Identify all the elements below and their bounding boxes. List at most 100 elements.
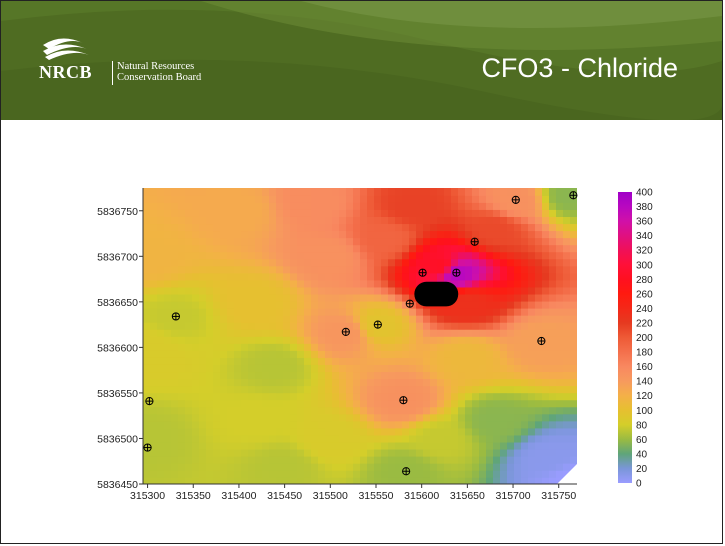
heatmap-cell [227, 195, 235, 203]
heatmap-cell [164, 455, 172, 464]
heatmap-cell [542, 230, 550, 239]
heatmap-cell [381, 237, 389, 246]
heatmap-cell [374, 371, 382, 380]
heatmap-cell [353, 188, 361, 196]
heatmap-cell [318, 420, 326, 429]
heatmap-cell [318, 350, 326, 358]
heatmap-cell [220, 272, 228, 281]
heatmap-cell [549, 300, 557, 309]
logo-wave-icon [43, 38, 89, 60]
heatmap-cell [220, 321, 228, 330]
heatmap-cell [283, 216, 291, 225]
heatmap-cell [304, 378, 312, 387]
heatmap-cell [381, 244, 389, 253]
heatmap-cell [227, 476, 235, 484]
heatmap-cell [514, 448, 522, 457]
heatmap-cell [416, 237, 424, 246]
heatmap-cell [150, 265, 158, 274]
heatmap-cell [458, 413, 466, 422]
colorbar-tick-label: 140 [636, 377, 653, 388]
heatmap-cell [493, 230, 501, 239]
heatmap-cell [332, 343, 340, 351]
heatmap-cell [150, 314, 158, 323]
heatmap-cell [472, 216, 480, 225]
heatmap-cell [150, 399, 158, 408]
heatmap-cell [283, 469, 291, 478]
heatmap-cell [248, 286, 256, 295]
heatmap-cell [185, 462, 193, 471]
heatmap-cell [549, 455, 557, 464]
heatmap-cell [220, 385, 228, 394]
heatmap-cell [542, 378, 550, 387]
heatmap-cell [213, 244, 221, 253]
heatmap-cell [570, 406, 577, 415]
heatmap-cell [486, 448, 494, 457]
heatmap-cell [458, 364, 466, 373]
heatmap-cell [297, 406, 305, 415]
heatmap-cell [556, 244, 564, 253]
heatmap-cell [395, 237, 403, 246]
heatmap-cell [164, 300, 172, 309]
heatmap-cell [570, 357, 577, 365]
heatmap-cell [423, 202, 431, 210]
heatmap-cell [248, 441, 256, 450]
heatmap-cell [178, 441, 186, 450]
heatmap-cell [444, 392, 452, 401]
heatmap-cell [444, 427, 452, 436]
heatmap-cell [304, 216, 312, 225]
heatmap-cell [479, 364, 487, 373]
heatmap-cell [304, 476, 312, 484]
heatmap-cell [311, 314, 319, 323]
heatmap-cell [164, 244, 172, 253]
heatmap-cell [360, 237, 368, 246]
heatmap-cell [213, 476, 221, 484]
heatmap-cell [206, 216, 214, 225]
heatmap-cell [360, 413, 368, 422]
heatmap-cell [451, 258, 459, 267]
heatmap-cell [297, 286, 305, 295]
heatmap-cell [283, 399, 291, 408]
heatmap-cell [409, 434, 417, 443]
heatmap-cell [388, 399, 396, 408]
heatmap-cell [248, 300, 256, 309]
heatmap-cell [241, 455, 249, 464]
heatmap-cell [192, 251, 200, 260]
heatmap-cell [458, 385, 466, 394]
heatmap-cell [367, 441, 375, 450]
heatmap-cell [171, 413, 179, 422]
heatmap-cell [514, 343, 522, 351]
heatmap-cell [248, 265, 256, 274]
heatmap-cell [486, 371, 494, 380]
heatmap-cell [213, 385, 221, 394]
heatmap-cell [157, 328, 165, 337]
heatmap-cell [353, 476, 361, 484]
heatmap-cell [528, 336, 536, 344]
heatmap-cell [248, 293, 256, 302]
heatmap-cell [395, 258, 403, 267]
heatmap-cell [325, 286, 333, 295]
heatmap-cell [416, 343, 424, 351]
heatmap-cell [367, 321, 375, 330]
heatmap-cell [199, 293, 207, 302]
heatmap-cell [290, 406, 298, 415]
heatmap-cell [332, 413, 340, 422]
heatmap-cell [304, 406, 312, 415]
heatmap-cell [255, 427, 263, 436]
heatmap-cell [521, 455, 529, 464]
heatmap-cell [423, 350, 431, 358]
heatmap-cell [185, 321, 193, 330]
heatmap-cell [304, 230, 312, 239]
heatmap-cell [143, 272, 151, 281]
heatmap-cell [353, 462, 361, 471]
heatmap-cell [339, 406, 347, 415]
heatmap-cell [444, 237, 452, 246]
heatmap-cell [458, 244, 466, 253]
heatmap-cell [318, 188, 326, 196]
heatmap-cell [493, 195, 501, 203]
heatmap-cell [381, 286, 389, 295]
heatmap-cell [248, 279, 256, 288]
heatmap-cell [213, 462, 221, 471]
heatmap-cell [339, 237, 347, 246]
heatmap-cell [430, 364, 438, 373]
